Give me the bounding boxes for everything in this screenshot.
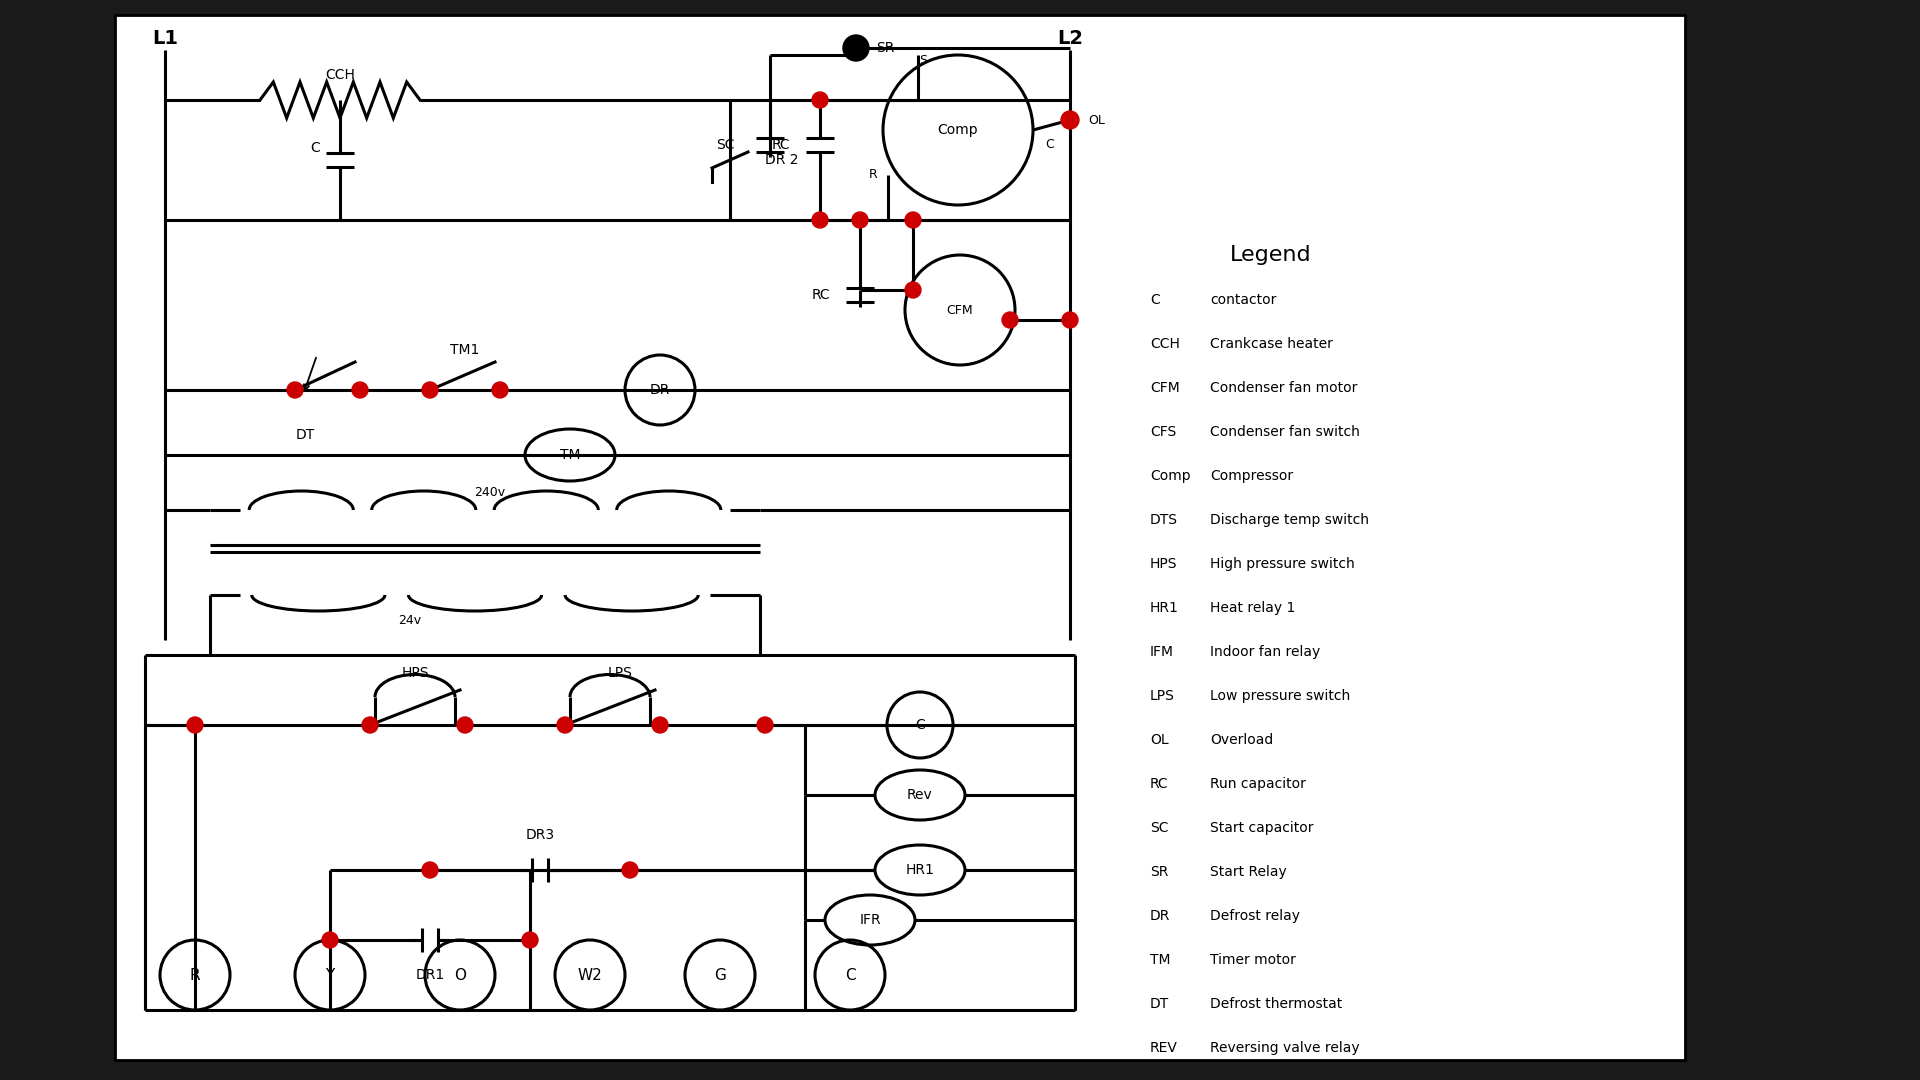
Text: Y: Y — [324, 968, 334, 983]
Text: HPS: HPS — [1150, 557, 1177, 571]
Text: Low pressure switch: Low pressure switch — [1210, 689, 1350, 703]
Text: DR1: DR1 — [415, 968, 445, 982]
Text: L2: L2 — [1058, 28, 1083, 48]
Text: R: R — [190, 968, 200, 983]
Text: High pressure switch: High pressure switch — [1210, 557, 1356, 571]
Circle shape — [323, 932, 338, 948]
Circle shape — [653, 717, 668, 733]
Text: Comp: Comp — [937, 123, 979, 137]
Circle shape — [1062, 312, 1077, 328]
Text: Timer motor: Timer motor — [1210, 953, 1296, 967]
Text: C: C — [1044, 138, 1054, 151]
Text: REV: REV — [1150, 1041, 1177, 1055]
Circle shape — [812, 212, 828, 228]
Text: HR1: HR1 — [906, 863, 935, 877]
Text: Discharge temp switch: Discharge temp switch — [1210, 513, 1369, 527]
Text: 240v: 240v — [474, 486, 505, 499]
Text: CFM: CFM — [1150, 381, 1179, 395]
Circle shape — [522, 932, 538, 948]
Text: IFM: IFM — [1150, 645, 1173, 659]
Text: Defrost thermostat: Defrost thermostat — [1210, 997, 1342, 1011]
Circle shape — [422, 862, 438, 878]
Text: TM: TM — [1150, 953, 1171, 967]
Text: DT: DT — [1150, 997, 1169, 1011]
Text: RC: RC — [772, 138, 789, 152]
Text: Legend: Legend — [1231, 245, 1311, 265]
Text: HPS: HPS — [401, 666, 428, 680]
Text: CCH: CCH — [324, 68, 355, 82]
Text: Defrost relay: Defrost relay — [1210, 909, 1300, 923]
Circle shape — [812, 92, 828, 108]
Circle shape — [756, 717, 774, 733]
Text: C: C — [1150, 293, 1160, 307]
Text: Run capacitor: Run capacitor — [1210, 777, 1306, 791]
Text: Start Relay: Start Relay — [1210, 865, 1286, 879]
Text: Heat relay 1: Heat relay 1 — [1210, 600, 1296, 615]
Circle shape — [492, 382, 509, 399]
Text: C: C — [311, 141, 321, 156]
Text: Rev: Rev — [906, 788, 933, 802]
Text: Condenser fan switch: Condenser fan switch — [1210, 426, 1359, 438]
Text: LPS: LPS — [607, 666, 632, 680]
Text: 24v: 24v — [399, 613, 422, 626]
Text: CFM: CFM — [947, 303, 973, 316]
Text: DR: DR — [649, 383, 670, 397]
Text: TM: TM — [561, 448, 580, 462]
Text: DR3: DR3 — [526, 828, 555, 842]
Text: C: C — [845, 968, 854, 983]
Circle shape — [286, 382, 303, 399]
Text: SR: SR — [876, 41, 895, 55]
Circle shape — [1062, 111, 1079, 129]
Text: DR 2: DR 2 — [764, 153, 799, 167]
Text: TM1: TM1 — [451, 343, 480, 357]
Text: CFS: CFS — [1150, 426, 1177, 438]
Circle shape — [1002, 312, 1018, 328]
Text: Reversing valve relay: Reversing valve relay — [1210, 1041, 1359, 1055]
Text: W2: W2 — [578, 968, 603, 983]
Text: SC: SC — [1150, 821, 1169, 835]
Text: L1: L1 — [152, 28, 179, 48]
Text: HR1: HR1 — [1150, 600, 1179, 615]
Circle shape — [351, 382, 369, 399]
Text: DR: DR — [1150, 909, 1171, 923]
Text: RC: RC — [812, 288, 829, 302]
Circle shape — [843, 35, 870, 60]
Text: RC: RC — [1150, 777, 1169, 791]
Text: SR: SR — [1150, 865, 1169, 879]
Circle shape — [852, 212, 868, 228]
Text: Indoor fan relay: Indoor fan relay — [1210, 645, 1321, 659]
Text: C: C — [916, 718, 925, 732]
Text: S: S — [920, 54, 927, 67]
Text: CCH: CCH — [1150, 337, 1181, 351]
Text: SC: SC — [716, 138, 735, 152]
Text: OL: OL — [1089, 113, 1104, 126]
Circle shape — [622, 862, 637, 878]
Text: G: G — [714, 968, 726, 983]
Text: Overload: Overload — [1210, 733, 1273, 747]
Text: R: R — [870, 168, 877, 181]
Circle shape — [363, 717, 378, 733]
Text: Comp: Comp — [1150, 469, 1190, 483]
Text: Condenser fan motor: Condenser fan motor — [1210, 381, 1357, 395]
Circle shape — [422, 382, 438, 399]
Text: Crankcase heater: Crankcase heater — [1210, 337, 1332, 351]
Circle shape — [904, 212, 922, 228]
Circle shape — [186, 717, 204, 733]
Text: Start capacitor: Start capacitor — [1210, 821, 1313, 835]
Text: contactor: contactor — [1210, 293, 1277, 307]
Circle shape — [457, 717, 472, 733]
Text: IFR: IFR — [858, 913, 881, 927]
Text: DTS: DTS — [1150, 513, 1179, 527]
Circle shape — [904, 282, 922, 298]
FancyBboxPatch shape — [115, 15, 1686, 1059]
Text: DT: DT — [296, 428, 315, 442]
Text: O: O — [453, 968, 467, 983]
Text: LPS: LPS — [1150, 689, 1175, 703]
Text: OL: OL — [1150, 733, 1169, 747]
Text: Compressor: Compressor — [1210, 469, 1294, 483]
Circle shape — [557, 717, 572, 733]
